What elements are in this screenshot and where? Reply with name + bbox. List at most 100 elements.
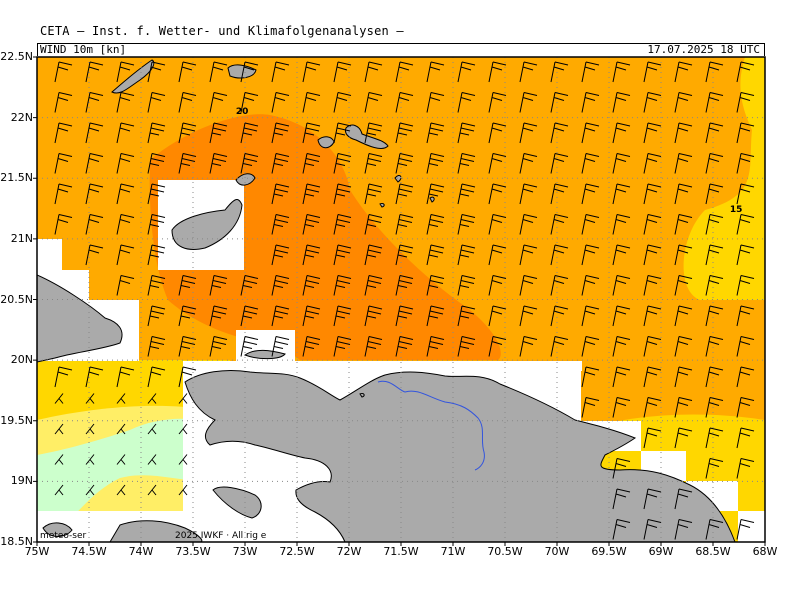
- wind-barb: [519, 275, 538, 296]
- lat-label: 20N: [10, 353, 33, 367]
- wind-barb: [581, 305, 600, 327]
- wind-barb: [488, 214, 507, 235]
- wind-barb: [736, 214, 755, 235]
- wind-barb: [54, 393, 64, 404]
- wind-barb: [643, 214, 662, 235]
- wind-barb: [643, 244, 662, 266]
- wind-barb: [240, 153, 259, 174]
- wind-barb: [426, 305, 445, 327]
- wind-barb: [612, 488, 631, 510]
- wind-barb: [705, 336, 724, 357]
- wind-barb: [395, 305, 414, 327]
- wind-barb: [674, 427, 693, 449]
- wind-barb: [457, 275, 476, 296]
- wind-barb: [147, 305, 166, 327]
- wind-barb: [209, 122, 228, 144]
- wind-barb: [54, 366, 73, 388]
- wind-barb: [736, 397, 755, 418]
- wind-barb: [271, 244, 290, 266]
- wind-barb: [550, 122, 569, 144]
- wind-barb: [519, 336, 538, 357]
- wind-barb: [457, 214, 476, 235]
- wind-barb: [643, 519, 662, 540]
- wind-barb: [209, 61, 228, 83]
- wind-barb: [581, 153, 600, 174]
- wind-barb: [705, 366, 724, 388]
- map-title: CETA – Inst. f. Wetter- und Klimafolgena…: [40, 24, 404, 38]
- wind-barb: [736, 336, 755, 357]
- wind-barb: [364, 336, 383, 357]
- cuba-landmass: [37, 274, 123, 363]
- wind-barb: [674, 61, 693, 83]
- wind-barb: [705, 183, 724, 205]
- wind-barb: [302, 61, 321, 83]
- wind-barb: [612, 458, 631, 479]
- lat-label: 21.5N: [0, 171, 33, 185]
- wind-barb: [54, 153, 73, 174]
- wind-barb: [85, 454, 95, 465]
- wind-barb: [643, 397, 662, 418]
- wind-barb: [364, 122, 383, 144]
- wind-barb: [550, 214, 569, 235]
- wind-barb: [426, 92, 445, 113]
- wind-barb: [612, 397, 631, 418]
- axis-ticks: [33, 56, 766, 546]
- wind-barb: [736, 427, 755, 449]
- wind-barb: [333, 92, 352, 113]
- wind-barb: [54, 214, 73, 235]
- wind-barb: [643, 275, 662, 296]
- wind-barb: [54, 61, 73, 83]
- wind-barb: [85, 214, 104, 235]
- wind-barb: [178, 393, 188, 404]
- wind-barb: [550, 92, 569, 113]
- wind-barb: [178, 366, 197, 388]
- wind-barb: [395, 92, 414, 113]
- wind-barb: [674, 336, 693, 357]
- wind-barb: [147, 92, 166, 113]
- wind-barb: [426, 61, 445, 83]
- map-subheader: WIND 10m [kn] 17.07.2025 18 UTC: [37, 43, 765, 56]
- wind-barb: [736, 92, 755, 113]
- wind-barb: [705, 61, 724, 83]
- wind-barb: [395, 275, 414, 296]
- wind-barb: [643, 488, 662, 510]
- lat-label: 22.5N: [0, 50, 33, 63]
- wind-barb: [674, 92, 693, 113]
- wind-barb: [209, 153, 228, 174]
- wind-barb: [674, 275, 693, 296]
- wind-barb: [116, 454, 126, 465]
- wind-barb: [364, 305, 383, 327]
- wind-barb: [426, 122, 445, 144]
- wind-barb: [333, 153, 352, 174]
- wind-barb: [395, 153, 414, 174]
- wind-barb: [674, 183, 693, 205]
- wind-barb: [240, 275, 259, 296]
- wind-barb: [178, 122, 197, 144]
- wind-barb: [333, 305, 352, 327]
- wind-barb: [147, 336, 166, 357]
- wind-barb: [488, 92, 507, 113]
- lat-label: 20.5N: [0, 292, 33, 306]
- lat-label: 22N: [10, 110, 33, 124]
- lon-label: 72W: [336, 545, 362, 558]
- graticule: [37, 57, 765, 542]
- wind-barb: [54, 92, 73, 113]
- wind-barb: [643, 427, 662, 449]
- wind-barb: [116, 153, 135, 174]
- lat-label: 18.5N: [0, 535, 33, 548]
- wind-barb: [395, 336, 414, 357]
- wind-barb: [581, 275, 600, 296]
- wind-barb: [85, 183, 104, 205]
- wind-barb: [612, 244, 631, 266]
- wind-barb: [674, 488, 693, 510]
- wind-barb: [147, 61, 166, 83]
- wind-barb: [550, 244, 569, 266]
- wind-barb: [85, 484, 95, 496]
- wind-barb: [302, 275, 321, 296]
- wind-barb: [457, 61, 476, 83]
- wind-barb: [178, 92, 197, 113]
- wind-barb: [612, 214, 631, 235]
- wind-barb: [302, 305, 321, 327]
- wind-barb: [178, 275, 197, 296]
